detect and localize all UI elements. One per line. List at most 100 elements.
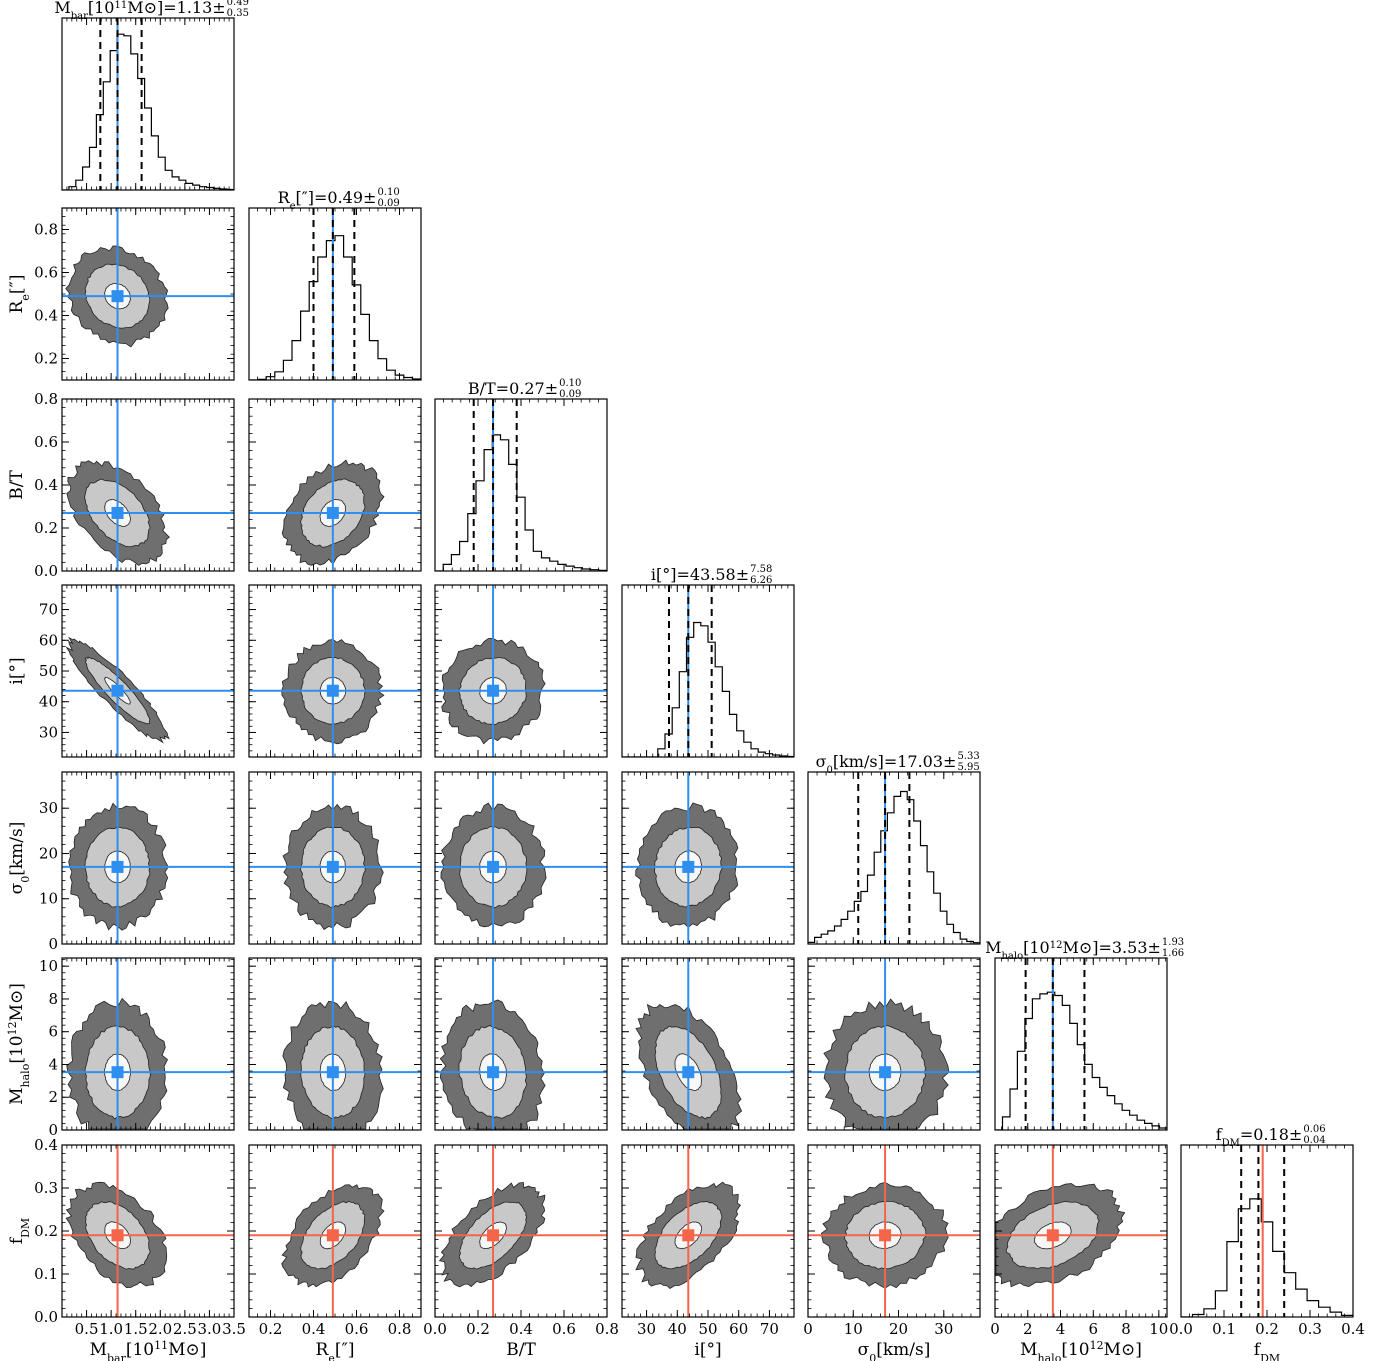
best-fit-marker <box>111 506 124 519</box>
histogram-step <box>1181 1198 1353 1317</box>
histogram-step <box>62 33 234 190</box>
y-tick-label: 0.4 <box>34 307 58 325</box>
title-lower-error: 0.09 <box>377 198 399 209</box>
x-tick-label: 0.4 <box>1341 1320 1365 1338</box>
panel-frame <box>61 957 235 1131</box>
x-tick-label: 2.5 <box>173 1320 197 1338</box>
y-axis-label-R_e: Re[″] <box>7 275 32 314</box>
contour-panel-f_DM-vs-M_halo: 0 2 4 6 8 10 Mhalo[1012M⊙] <box>990 1144 1168 1361</box>
histogram-step <box>808 790 980 944</box>
x-axis-label-f_DM: fDM <box>1254 1340 1280 1361</box>
title-lower-error: 1.66 <box>1162 948 1184 959</box>
contour-panel-M_halo-vs-B/T <box>434 957 608 1131</box>
histogram-panel-i: i[°]=43.58± 7.586.26 <box>621 564 795 758</box>
histogram-panel-M_halo: Mhalo[1012M⊙]=3.53± 1.931.66 <box>985 937 1184 1131</box>
contour-panel-i-vs-M_bar: 30 40 50 60 70 i[°] <box>7 584 235 758</box>
x-axis-label-i: i[°] <box>694 1340 721 1360</box>
panel-title: fDM=0.18± <box>1216 1125 1303 1149</box>
x-tick-label: 2 <box>1023 1320 1033 1338</box>
y-axis-label-sigma_0: σ0[km/s] <box>7 822 32 895</box>
contour-panel-sigma_0-vs-i <box>621 771 795 945</box>
best-fit-marker <box>326 1066 339 1079</box>
histogram-step <box>435 434 607 571</box>
panel-frame <box>61 17 235 191</box>
contour-panel-sigma_0-vs-M_bar: 0 10 20 30 σ0[km/s] <box>7 771 235 953</box>
panel-title: σ0[km/s]=17.03± <box>816 752 957 776</box>
y-axis-label-M_halo: Mhalo[1012M⊙] <box>6 983 32 1105</box>
histogram-panel-M_bar: Mbar[1011M⊙]=1.13± 0.490.35 <box>54 0 249 191</box>
y-tick-label: 60 <box>39 631 58 649</box>
x-tick-label: 0.4 <box>302 1320 326 1338</box>
title-upper-error: 0.06 <box>1303 1124 1325 1135</box>
y-tick-label: 0.8 <box>34 390 58 408</box>
y-tick-label: 50 <box>39 662 58 680</box>
x-tick-label: 0.6 <box>552 1320 576 1338</box>
x-tick-label: 3.5 <box>222 1320 246 1338</box>
x-tick-label: 50 <box>698 1320 717 1338</box>
contour-panel-i-vs-B/T <box>434 584 608 758</box>
y-tick-label: 0.2 <box>34 519 58 537</box>
best-fit-marker <box>326 684 339 697</box>
x-tick-label: 0.8 <box>595 1320 619 1338</box>
histogram-panel-f_DM: fDM=0.18± 0.060.04 0.0 0.1 0.2 0.3 0.4 fDM <box>1169 1124 1365 1361</box>
x-tick-label: 10 <box>1149 1320 1168 1338</box>
best-fit-marker <box>879 1229 892 1242</box>
best-fit-marker <box>326 506 339 519</box>
panel-title: Mhalo[1012M⊙]=3.53± <box>985 938 1161 962</box>
y-tick-label: 0.0 <box>34 1308 58 1326</box>
panel-frame <box>61 771 235 945</box>
y-axis-label-i: i[°] <box>7 657 27 684</box>
contour-panel-sigma_0-vs-R_e <box>248 771 422 945</box>
contour-panel-B/T-vs-R_e <box>248 398 422 572</box>
best-fit-marker <box>326 860 339 873</box>
y-tick-label: 20 <box>39 844 58 862</box>
y-tick-label: 2 <box>48 1088 58 1106</box>
title-upper-error: 0.10 <box>559 378 581 389</box>
best-fit-marker <box>682 860 695 873</box>
x-tick-label: 0.2 <box>1255 1320 1279 1338</box>
x-axis-label-B/T: B/T <box>506 1340 536 1360</box>
x-tick-label: 0.0 <box>423 1320 447 1338</box>
x-tick-label: 0 <box>803 1320 813 1338</box>
contour-panel-f_DM-vs-M_bar: 0.5 1.0 1.5 2.0 2.5 3.0 3.5 0.0 0.1 0.2 0.3 0.4 Mbar… <box>7 1136 246 1361</box>
histogram-step <box>249 235 421 380</box>
y-tick-label: 0 <box>48 1121 58 1139</box>
x-tick-label: 8 <box>1121 1320 1131 1338</box>
contour-panel-M_halo-vs-i <box>621 957 795 1131</box>
best-fit-marker <box>682 1229 695 1242</box>
y-tick-label: 0.2 <box>34 1222 58 1240</box>
histogram-panel-B/T: B/T=0.27± 0.100.09 <box>434 378 608 572</box>
x-tick-label: 0.2 <box>466 1320 490 1338</box>
contour-panel-M_halo-vs-sigma_0 <box>807 957 981 1131</box>
x-tick-label: 6 <box>1089 1320 1099 1338</box>
panel-frame <box>994 957 1168 1131</box>
best-fit-marker <box>682 1066 695 1079</box>
y-axis-label-f_DM: fDM <box>7 1218 32 1244</box>
panel-title: Re[″]=0.49± <box>278 188 377 212</box>
x-tick-label: 1.0 <box>99 1320 123 1338</box>
panel-frame <box>1180 1144 1354 1318</box>
x-axis-label-M_halo: Mhalo[1012M⊙] <box>1020 1339 1142 1361</box>
panel-frame <box>807 957 981 1131</box>
best-fit-marker <box>111 860 124 873</box>
x-axis-label-sigma_0: σ0[km/s] <box>858 1340 931 1361</box>
contour-panel-B/T-vs-M_bar: 0.0 0.2 0.4 0.6 0.8 B/T <box>7 390 235 580</box>
title-upper-error: 0.49 <box>227 0 249 8</box>
x-tick-label: 0.5 <box>75 1320 99 1338</box>
panel-frame <box>807 771 981 945</box>
y-tick-label: 6 <box>48 1023 58 1041</box>
y-tick-label: 0.8 <box>34 221 58 239</box>
title-upper-error: 5.33 <box>957 751 979 762</box>
contour-panel-i-vs-R_e <box>248 584 422 758</box>
histogram-step <box>995 991 1167 1130</box>
x-tick-label: 0.2 <box>259 1320 283 1338</box>
panel-frame <box>434 398 608 572</box>
best-fit-marker <box>1046 1229 1059 1242</box>
x-tick-label: 0.8 <box>388 1320 412 1338</box>
x-tick-label: 1.5 <box>124 1320 148 1338</box>
y-tick-label: 4 <box>48 1055 58 1073</box>
x-tick-label: 0.6 <box>345 1320 369 1338</box>
title-lower-error: 0.09 <box>559 389 581 400</box>
best-fit-marker <box>487 684 500 697</box>
x-tick-label: 0.4 <box>509 1320 533 1338</box>
